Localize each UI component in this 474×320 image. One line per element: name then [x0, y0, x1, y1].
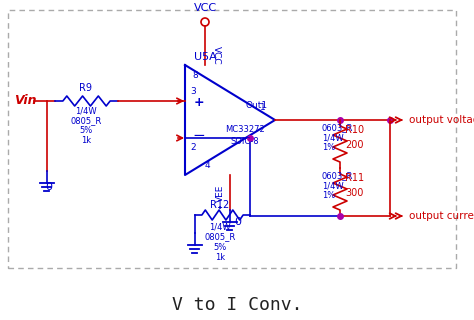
- Text: 1k: 1k: [81, 136, 91, 145]
- Text: V to I Conv.: V to I Conv.: [172, 296, 302, 314]
- Text: 1/4W: 1/4W: [322, 133, 344, 142]
- Text: 1%: 1%: [322, 143, 335, 153]
- Text: output voltage: output voltage: [409, 115, 474, 125]
- Text: VCC: VCC: [212, 46, 221, 64]
- Text: U5A: U5A: [193, 52, 216, 62]
- Text: R11: R11: [345, 173, 364, 183]
- Text: 0603_R: 0603_R: [322, 124, 354, 132]
- Text: 8: 8: [192, 70, 198, 79]
- Text: 1/4W: 1/4W: [75, 106, 97, 115]
- Text: 1/4W: 1/4W: [209, 222, 231, 231]
- Text: 0603_R: 0603_R: [322, 172, 354, 180]
- Text: VCC: VCC: [193, 3, 217, 13]
- Text: 1: 1: [260, 103, 266, 113]
- Text: 0805_R: 0805_R: [204, 233, 236, 242]
- Text: R10: R10: [345, 125, 364, 135]
- Text: 1/4W: 1/4W: [322, 181, 344, 190]
- Text: 5%: 5%: [79, 126, 92, 135]
- Text: Out1: Out1: [246, 100, 268, 109]
- Text: 1k: 1k: [215, 252, 225, 261]
- Text: output current: output current: [409, 211, 474, 221]
- Text: Vin: Vin: [14, 94, 36, 108]
- Text: 0: 0: [235, 217, 241, 227]
- Text: 5%: 5%: [213, 243, 227, 252]
- Text: 3: 3: [190, 86, 196, 95]
- Text: MC33272: MC33272: [225, 125, 265, 134]
- Text: VEE: VEE: [216, 184, 225, 202]
- Text: −: −: [192, 129, 205, 143]
- Text: 1%: 1%: [322, 191, 335, 201]
- Text: 4: 4: [204, 161, 210, 170]
- Text: 0805_R: 0805_R: [70, 116, 101, 125]
- Text: SOIC-8: SOIC-8: [231, 138, 259, 147]
- Text: R9: R9: [80, 83, 92, 93]
- Text: 300: 300: [345, 188, 364, 198]
- Bar: [8, 10, 456, 268]
- Text: 200: 200: [345, 140, 364, 150]
- Text: 2: 2: [190, 143, 196, 153]
- Text: +: +: [194, 97, 204, 109]
- Text: R12: R12: [210, 200, 229, 210]
- Text: 0: 0: [46, 182, 53, 192]
